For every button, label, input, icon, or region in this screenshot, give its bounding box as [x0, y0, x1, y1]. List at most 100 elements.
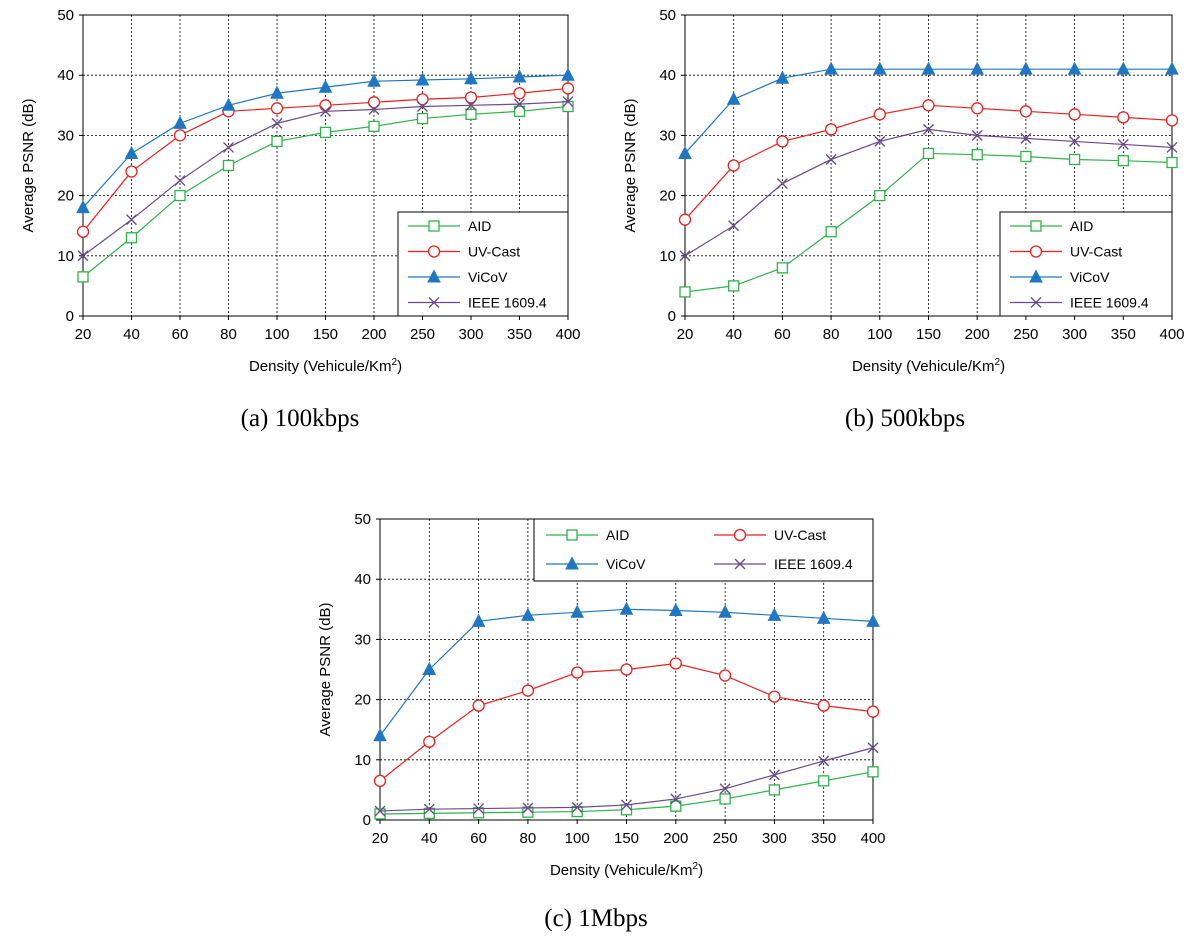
- data-point: [512, 69, 527, 83]
- data-point: [270, 85, 284, 99]
- data-point: [271, 117, 283, 129]
- data-point: [126, 214, 137, 226]
- legend-marker: [427, 245, 441, 258]
- data-point: [271, 135, 283, 148]
- data-point: [678, 213, 692, 226]
- chart-c: 0 10 20 30 40 50 20 40 60 80 100 150 200 250 300 350 400…: [317, 511, 886, 879]
- data-point: [727, 159, 740, 172]
- data-point: [521, 684, 535, 697]
- data-point: [874, 135, 886, 147]
- data-point: [319, 99, 332, 112]
- data-point: [818, 775, 830, 787]
- legend-entry: ViCoV: [546, 556, 646, 572]
- legend-label: ViCoV: [606, 556, 646, 572]
- y-tick-label: 0: [668, 308, 676, 325]
- y-tick-label: 10: [659, 248, 676, 265]
- x-tick-label: 20: [677, 326, 694, 343]
- data-point: [221, 97, 236, 111]
- legend-label: IEEE 1609.4: [468, 295, 547, 311]
- x-tick-label: 60: [774, 326, 791, 343]
- y-axis-label: Average PSNR (dB): [622, 99, 639, 233]
- data-point: [417, 101, 428, 112]
- legend: AID UV-Cast ViCoV IEEE 1609.4: [533, 518, 874, 582]
- chart-a: 0 10 20 30 40 50 20 40 60 80 100 150 200 250 300 350 400…: [20, 7, 581, 375]
- data-point: [621, 799, 632, 811]
- data-point: [620, 804, 633, 816]
- y-tick-label: 50: [659, 7, 676, 24]
- y-tick-label: 20: [57, 188, 74, 205]
- data-point: [776, 178, 788, 190]
- legend-marker: [565, 556, 579, 570]
- x-tick-label: 350: [811, 830, 836, 847]
- data-point: [767, 607, 782, 621]
- x-tick-label: 100: [264, 326, 289, 343]
- legend-entry: UV-Cast: [714, 527, 826, 543]
- legend-label: UV-Cast: [1070, 244, 1122, 260]
- data-point: [817, 699, 830, 712]
- series-uv-cast: [678, 99, 1179, 226]
- data-point: [1166, 156, 1178, 169]
- data-point: [125, 232, 138, 244]
- data-point: [514, 98, 525, 110]
- legend-box: [999, 211, 1173, 317]
- data-point: [374, 808, 386, 820]
- data-point: [76, 200, 90, 214]
- data-point: [1069, 135, 1081, 147]
- y-tick-label: 20: [659, 188, 676, 205]
- data-point: [223, 141, 234, 153]
- series-aid: [77, 100, 574, 283]
- data-point: [368, 104, 380, 116]
- x-tick-label: 40: [421, 830, 438, 847]
- data-point: [670, 800, 682, 812]
- legend-entry: IEEE 1609.4: [714, 556, 853, 572]
- data-point: [423, 803, 435, 815]
- x-tick-label: 60: [470, 830, 487, 847]
- series-aid: [679, 147, 1178, 298]
- data-point: [1019, 105, 1033, 118]
- legend-marker: [428, 297, 440, 308]
- data-point: [125, 165, 138, 178]
- series-uv-cast: [76, 82, 575, 238]
- data-point: [923, 123, 934, 135]
- data-point: [1117, 138, 1129, 150]
- x-tick-label: 60: [172, 326, 189, 343]
- legend-marker: [1030, 220, 1042, 232]
- data-point: [367, 96, 381, 109]
- data-point: [472, 699, 485, 712]
- data-point: [416, 93, 429, 106]
- legend-marker: [733, 528, 747, 542]
- data-point: [768, 769, 780, 781]
- x-tick-label: 250: [1013, 326, 1038, 343]
- data-point: [824, 123, 838, 136]
- legend-marker: [1029, 245, 1043, 258]
- legend: AID UV-Cast ViCoV IEEE 1609.4: [999, 211, 1173, 317]
- legend-label: AID: [1070, 218, 1093, 234]
- data-point: [561, 82, 575, 95]
- x-tick-label: 200: [663, 830, 688, 847]
- x-tick-label: 40: [725, 326, 742, 343]
- data-point: [1068, 108, 1081, 121]
- data-point: [1117, 111, 1130, 124]
- data-point: [1165, 61, 1179, 75]
- legend-label: UV-Cast: [468, 244, 520, 260]
- x-tick-label: 350: [507, 326, 532, 343]
- legend-label: UV-Cast: [774, 527, 826, 543]
- data-point: [921, 61, 936, 75]
- data-point: [971, 149, 983, 161]
- x-tick-label: 350: [1111, 326, 1136, 343]
- x-axis-label: Density (Vehicule/Km2): [550, 861, 703, 879]
- data-point: [726, 91, 741, 105]
- y-tick-label: 20: [354, 692, 371, 709]
- chart-b: 0 10 20 30 40 50 20 40 60 80 100 150 200 250 300 350 400…: [622, 7, 1185, 375]
- y-tick-label: 10: [354, 752, 371, 769]
- data-point: [719, 793, 731, 805]
- y-tick-label: 0: [66, 308, 74, 325]
- data-point: [173, 115, 187, 129]
- series-line: [684, 104, 1173, 221]
- series-vicov: [373, 601, 880, 742]
- series-ieee-1609-4: [77, 96, 574, 262]
- data-point: [776, 262, 789, 274]
- legend-marker: [1030, 297, 1042, 308]
- data-point: [670, 793, 682, 805]
